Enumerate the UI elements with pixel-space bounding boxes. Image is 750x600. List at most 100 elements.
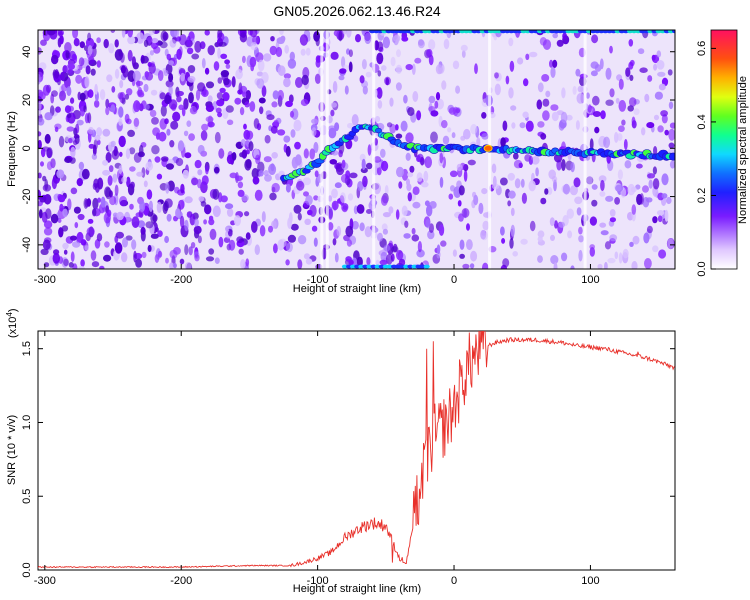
snr-y-multiplier: (x104) <box>5 308 19 338</box>
spectrogram-cell <box>551 111 559 122</box>
spectrogram-cell <box>193 225 202 235</box>
spectrogram-cell <box>67 198 72 211</box>
spectrogram-cell <box>412 201 421 209</box>
spectrogram-cell <box>166 128 171 136</box>
spectrogram-gap <box>320 30 324 269</box>
edge-band-mark <box>423 264 430 269</box>
snr-y-ticks: 0.0 0.5 1.0 1.5 <box>21 341 675 578</box>
spectrogram-cell <box>313 31 320 42</box>
spectrogram-cell <box>169 39 177 48</box>
spectrogram-cell <box>668 101 674 110</box>
spectrogram-cell <box>212 188 220 200</box>
spectrogram-cell <box>73 38 80 47</box>
spectrogram-cell <box>96 37 101 44</box>
spectrogram-cell <box>500 137 506 148</box>
spectrogram-cell <box>632 235 640 245</box>
spectrogram-cell <box>427 230 435 240</box>
spectrogram-cell <box>270 125 278 134</box>
spectrogram-cell <box>481 112 487 119</box>
spectrogram-cell <box>576 207 582 216</box>
spectrogram-cell <box>125 148 131 160</box>
spectrogram-cell <box>652 166 658 175</box>
spectrogram-cell <box>256 71 264 77</box>
spectrogram-cell <box>195 89 201 101</box>
spectrogram-cell <box>208 248 215 255</box>
spectrogram-cell <box>407 192 412 202</box>
spectrogram-cell <box>154 227 159 233</box>
spectrogram-cell <box>38 101 42 111</box>
spectrogram-y-label: Frequency (Hz) <box>6 111 18 187</box>
spectrogram-cell <box>542 98 550 107</box>
spectrogram-cell <box>507 172 515 181</box>
spectrogram-cell <box>205 256 215 262</box>
spectrogram-cell <box>332 81 338 93</box>
spectrogram-cell <box>70 97 75 104</box>
spectrogram-cell <box>139 200 146 212</box>
spectrogram-cell <box>285 145 291 157</box>
spectrogram-cell <box>277 239 285 251</box>
spectrogram-cell <box>217 47 221 59</box>
spectrogram-cell <box>149 109 157 118</box>
spectrogram-cell <box>302 177 311 186</box>
spectrogram-cell <box>575 68 581 77</box>
spectrogram-cell <box>327 208 333 220</box>
spectrogram-cell <box>438 224 445 236</box>
spectrogram-cell <box>131 216 140 229</box>
spectrogram-cell <box>234 97 242 105</box>
spectrogram-cell <box>658 83 666 91</box>
spectrogram-cell <box>657 125 664 133</box>
spectrogram-cell <box>150 213 157 224</box>
spectrogram-cell <box>449 170 458 178</box>
spectrogram-cell <box>520 238 528 245</box>
spectrogram-cell <box>38 139 42 150</box>
spectrogram-cell <box>482 262 489 269</box>
spectrogram-cell <box>116 211 124 221</box>
spectrogram-cell <box>644 93 650 103</box>
spectrogram-gap <box>372 30 376 269</box>
spectrogram-cell <box>214 166 220 174</box>
spectrogram-cell <box>174 186 180 194</box>
spectrogram-cell <box>52 252 60 264</box>
spectrogram-cell <box>328 127 337 139</box>
spectrogram-cell <box>261 85 267 97</box>
spectrogram-cell <box>591 199 598 207</box>
snr-series-line <box>38 331 675 569</box>
spectrogram-cell <box>338 75 345 81</box>
spectrogram-cell <box>297 235 307 245</box>
spectrogram-cell <box>183 130 189 137</box>
spectrogram-cell <box>194 254 200 262</box>
spectrogram-cell <box>73 206 81 214</box>
spectrogram-gap <box>583 30 587 269</box>
spectrogram-cell <box>510 105 517 111</box>
spectrogram-cell <box>590 70 598 77</box>
spectrogram-cell <box>609 217 617 223</box>
spectrogram-cell <box>198 196 205 202</box>
spectrogram-cell <box>100 196 106 208</box>
spectrogram-cell <box>204 67 210 75</box>
spectrogram-cell <box>508 87 514 99</box>
spectrogram-cell <box>197 178 202 189</box>
spectrogram-cell <box>216 99 225 107</box>
spectrogram-cell <box>248 141 254 152</box>
spectrogram-cell <box>549 59 554 68</box>
spectrogram-cell <box>289 51 295 61</box>
spectrogram-cell <box>434 100 439 109</box>
spectrogram-cell <box>667 69 673 76</box>
spectrogram-cell <box>283 73 291 79</box>
spectrogram-cell <box>181 107 186 117</box>
spectrogram-cell <box>481 188 488 195</box>
spectrogram-cell <box>424 156 433 169</box>
spectrogram-cell <box>628 39 634 47</box>
spectrogram-cell <box>297 212 302 221</box>
spectrogram-cell <box>362 175 368 188</box>
spectrogram-cell <box>197 144 205 155</box>
spectrogram-cell <box>540 133 547 140</box>
spectrogram-cell <box>284 44 290 54</box>
spectrogram-cell <box>377 232 383 242</box>
spectrogram-cell <box>512 251 518 257</box>
spectrogram-cell <box>256 123 262 131</box>
spectrogram-cell <box>365 71 372 78</box>
spectrogram-cell <box>63 258 69 267</box>
spectrogram-cell <box>361 58 367 70</box>
spectrogram-cell <box>133 250 137 263</box>
